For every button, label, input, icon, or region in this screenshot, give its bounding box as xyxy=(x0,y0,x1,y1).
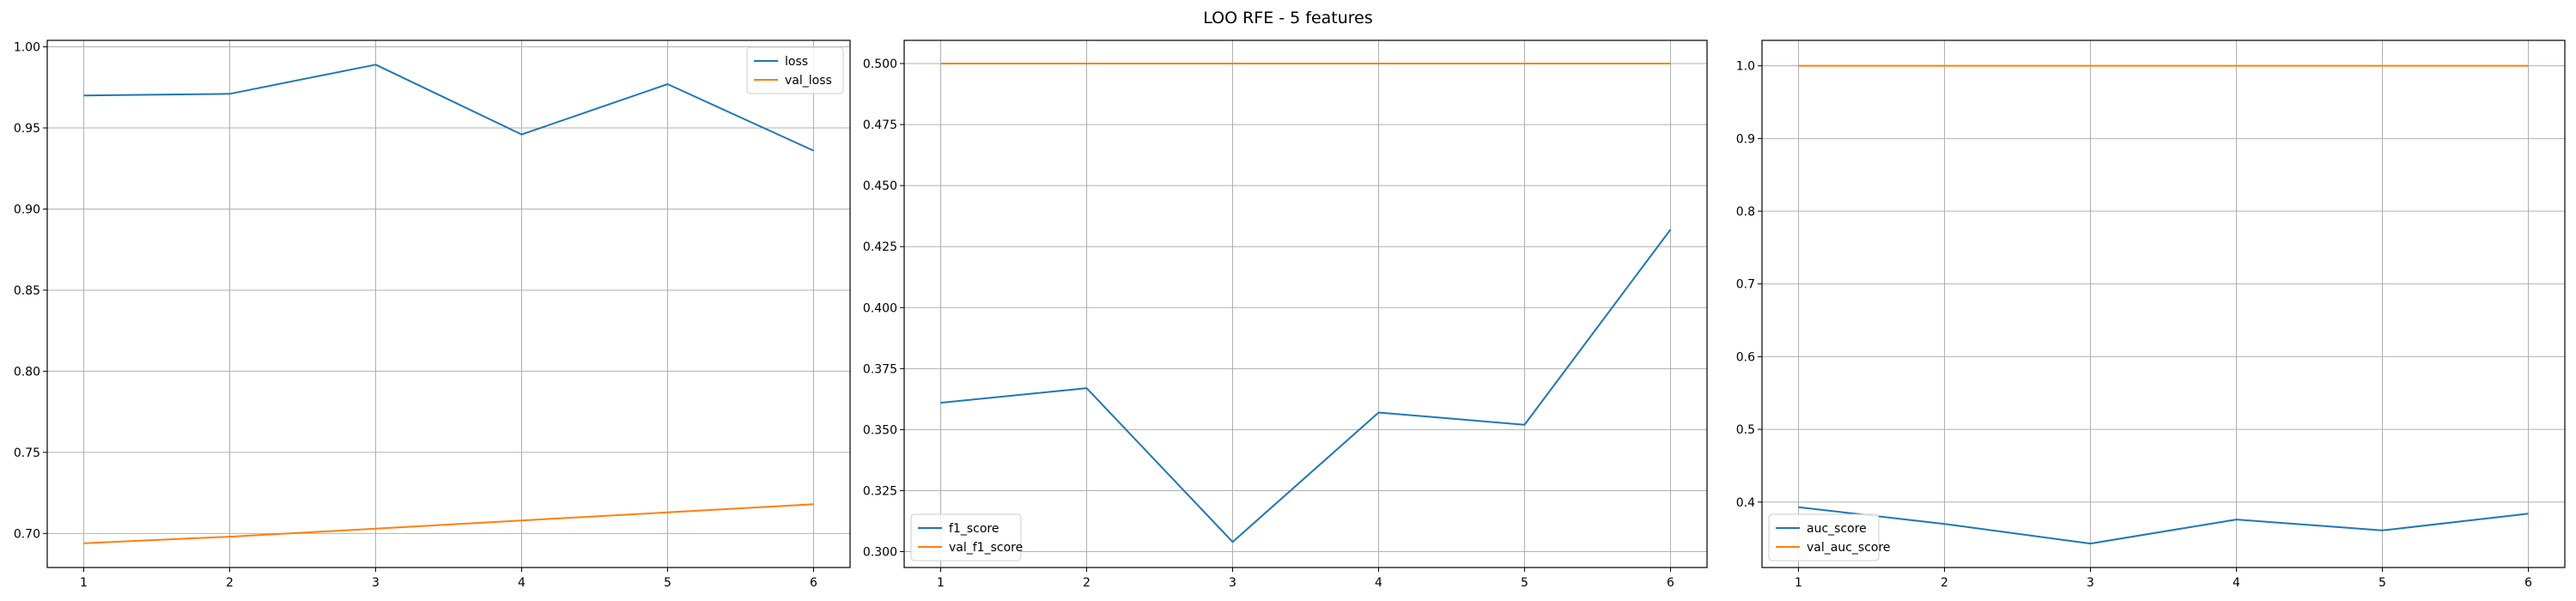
x-tick-label: 2 xyxy=(1083,576,1091,590)
legend-label: auc_score xyxy=(1807,522,1867,536)
legend-box xyxy=(1768,513,1880,562)
x-tick-label: 6 xyxy=(810,576,817,590)
y-tick-label: 0.375 xyxy=(863,362,897,376)
x-tick-label: 6 xyxy=(1667,576,1674,590)
y-tick-label: 0.5 xyxy=(1736,423,1755,437)
legend-box xyxy=(910,513,1022,562)
legend-label: f1_score xyxy=(949,522,999,536)
legend: f1_score val_f1_score xyxy=(910,513,1023,562)
legend-label: val_loss xyxy=(785,74,832,88)
x-tick-label: 5 xyxy=(664,576,671,590)
y-tick-label: 0.400 xyxy=(863,301,897,315)
y-tick-label: 0.425 xyxy=(863,240,897,254)
y-tick-label: 0.475 xyxy=(863,118,897,132)
y-tick-label: 0.9 xyxy=(1736,132,1755,146)
y-tick-label: 0.500 xyxy=(863,58,897,71)
axes-frame xyxy=(1761,39,2566,568)
y-tick-label: 0.90 xyxy=(14,203,40,216)
y-tick-label: 1.0 xyxy=(1736,60,1755,74)
y-tick-label: 0.95 xyxy=(14,122,40,136)
x-tick-label: 4 xyxy=(1375,576,1382,590)
y-tick-label: 0.85 xyxy=(14,284,40,298)
legend: loss val_loss xyxy=(746,46,844,94)
x-tick-label: 2 xyxy=(226,576,234,590)
figure-title: LOO RFE - 5 features xyxy=(1203,9,1373,27)
series-line-loss xyxy=(83,64,814,152)
axes-frame xyxy=(903,39,1708,568)
legend-box xyxy=(746,46,844,94)
x-tick-label: 1 xyxy=(80,576,88,590)
legend: auc_score val_auc_score xyxy=(1768,513,1891,562)
x-tick-label: 1 xyxy=(937,576,945,590)
x-tick-label: 4 xyxy=(2233,576,2240,590)
x-tick-label: 3 xyxy=(2087,576,2094,590)
series-line-auc-score xyxy=(1798,506,2529,545)
legend-label: val_f1_score xyxy=(949,541,1023,555)
y-tick-label: 0.450 xyxy=(863,179,897,193)
legend-label: loss xyxy=(785,55,808,69)
f1-score-subplot: 0.300 0.325 0.350 0.375 0.400 0.425 0.450 0.475… xyxy=(863,39,1708,590)
y-tick-label: 0.75 xyxy=(14,446,40,460)
x-tick-label: 5 xyxy=(1521,576,1528,590)
x-tick-label: 3 xyxy=(1229,576,1236,590)
y-tick-label: 1.00 xyxy=(14,41,40,55)
y-tick-label: 0.80 xyxy=(14,365,40,379)
x-tick-label: 2 xyxy=(1941,576,1948,590)
series-line-f1-score xyxy=(940,228,1672,543)
y-tick-label: 0.300 xyxy=(863,546,897,560)
y-tick-label: 0.70 xyxy=(14,527,40,541)
legend-label: val_auc_score xyxy=(1807,541,1891,555)
y-tick-label: 0.325 xyxy=(863,484,897,498)
x-tick-label: 5 xyxy=(2379,576,2386,590)
loss-subplot: 0.70 0.75 0.80 0.85 0.90 0.95 1.00 1 2 3 4 5 6 loss va… xyxy=(14,39,851,590)
x-tick-label: 3 xyxy=(372,576,380,590)
x-tick-label: 1 xyxy=(1795,576,1802,590)
series-line-val-loss xyxy=(83,503,814,544)
auc-score-subplot: 0.4 0.5 0.6 0.7 0.8 0.9 1.0 1 2 3 4 5 6 auc_score val_… xyxy=(1736,39,2566,590)
x-tick-label: 4 xyxy=(518,576,526,590)
y-tick-label: 0.8 xyxy=(1736,205,1755,219)
y-tick-label: 0.7 xyxy=(1736,278,1755,292)
y-tick-label: 0.4 xyxy=(1736,496,1755,510)
axes-frame xyxy=(46,39,851,568)
y-tick-label: 0.350 xyxy=(863,423,897,437)
y-tick-label: 0.6 xyxy=(1736,350,1755,364)
x-tick-label: 6 xyxy=(2524,576,2532,590)
